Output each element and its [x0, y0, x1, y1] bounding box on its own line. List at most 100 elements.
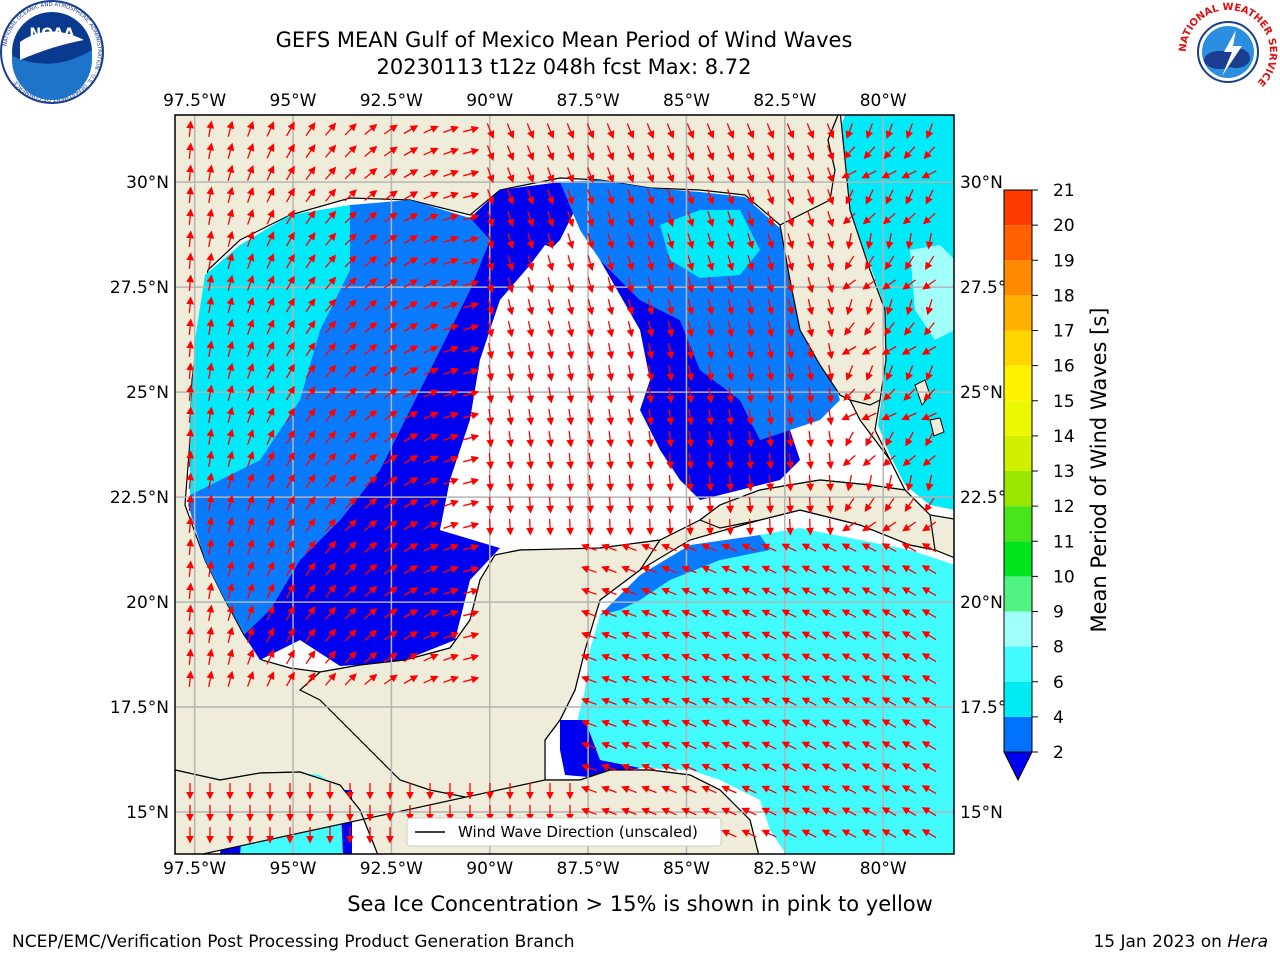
- wave-arrow-94: [546, 167, 555, 184]
- wave-arrow-316: [423, 301, 439, 310]
- wave-arrow-691: [325, 518, 337, 532]
- wave-arrow-627: [566, 474, 575, 492]
- wave-arrow-132: [546, 189, 555, 206]
- wave-arrow-80: [266, 165, 275, 181]
- wave-arrow-594: [666, 452, 675, 470]
- wave-arrow-789: [206, 582, 215, 600]
- map-gridlines: [175, 115, 954, 854]
- wave-arrow-971: [580, 719, 597, 728]
- wave-arrow-877: [741, 631, 757, 640]
- wave-arrow-454: [905, 365, 914, 381]
- wave-arrow-703: [566, 518, 574, 536]
- wave-arrow-504: [383, 410, 398, 421]
- wave-arrow-951: [901, 675, 917, 685]
- wave-arrow-743: [701, 543, 717, 552]
- wave-arrow-427: [364, 365, 378, 377]
- wave-arrow-887: [186, 648, 195, 666]
- wave-arrow-241: [443, 257, 460, 266]
- wave-arrow-758: [246, 560, 255, 577]
- wave-arrow-714: [786, 518, 794, 536]
- wave-arrow-1096: [841, 807, 857, 816]
- wave-arrow-770: [580, 565, 597, 574]
- wave-arrow-1000: [801, 741, 817, 750]
- wave-arrow-185: [842, 212, 856, 225]
- wave-arrow-180: [746, 211, 755, 228]
- wave-arrow-214: [666, 233, 675, 250]
- wave-arrow-230: [226, 252, 235, 269]
- wave-arrow-762: [325, 562, 337, 576]
- wave-arrow-560: [746, 430, 755, 448]
- wave-arrow-676: [786, 496, 795, 514]
- wave-arrow-851: [881, 609, 897, 618]
- wave-arrow-343: [206, 318, 215, 336]
- wave-arrow-629: [606, 474, 615, 492]
- wave-arrow-530: [901, 412, 917, 421]
- wave-arrow-270: [266, 275, 275, 291]
- wave-arrow-200: [383, 234, 398, 245]
- wave-arrow-757: [226, 560, 235, 577]
- wave-arrow-531: [921, 412, 937, 421]
- wave-arrow-386: [305, 342, 316, 357]
- wave-arrow-734: [423, 543, 439, 552]
- wave-arrow-135: [606, 189, 615, 206]
- wave-arrow-833: [423, 609, 439, 618]
- wave-arrow-143: [766, 189, 775, 206]
- wave-arrow-708: [666, 518, 674, 536]
- sea-ice-note: Sea Ice Concentration > 15% is shown in …: [347, 892, 933, 916]
- wave-arrow-836: [580, 609, 597, 618]
- wave-arrow-541: [364, 431, 378, 443]
- wave-arrow-559: [726, 430, 735, 448]
- wave-arrow-224: [865, 232, 874, 250]
- wave-arrow-139: [686, 189, 695, 206]
- wave-arrow-999: [781, 741, 797, 750]
- wave-arrow-1136: [881, 829, 897, 838]
- wave-arrow-852: [901, 609, 917, 619]
- wave-arrow-913: [801, 653, 817, 662]
- colorbar-tick-label-0: 2: [1053, 743, 1064, 763]
- wave-arrow-228: [186, 252, 195, 270]
- wave-arrow-85: [364, 167, 378, 179]
- wave-arrow-908: [701, 653, 717, 662]
- wave-arrow-291: [686, 277, 695, 294]
- wave-arrow-900: [443, 653, 460, 662]
- noaa-logo: NATIONAL OCEANIC AND ATMOSPHERIC ADMINIS…: [0, 0, 104, 104]
- colorbar-label: Mean Period of Wind Waves [s]: [1087, 308, 1111, 633]
- wave-arrow-935: [580, 675, 597, 684]
- wave-arrow-519: [686, 408, 695, 426]
- wave-arrow-657: [403, 499, 419, 509]
- lon-tick-top-1: 95°W: [270, 91, 317, 111]
- wave-arrow-493: [923, 388, 936, 401]
- wave-arrow-280: [463, 279, 480, 288]
- wave-arrow-745: [741, 543, 757, 552]
- wave-arrow-1135: [861, 829, 877, 838]
- wave-arrow-464: [344, 387, 357, 400]
- wave-arrow-402: [626, 343, 635, 360]
- wave-arrow-522: [746, 408, 755, 426]
- wave-arrow-751: [861, 543, 877, 552]
- wave-arrow-754: [921, 543, 937, 553]
- wave-arrow-1095: [821, 807, 837, 816]
- wave-arrow-603: [842, 455, 856, 467]
- wave-arrow-864: [383, 630, 398, 641]
- band-6-8-atlantic: [836, 115, 954, 510]
- wave-arrow-540: [344, 431, 357, 444]
- wave-arrow-537: [285, 429, 295, 445]
- wave-arrow-1007: [580, 763, 597, 772]
- wave-arrow-74: [903, 146, 916, 160]
- wave-arrow-878: [761, 631, 777, 640]
- wave-arrow-471: [486, 386, 495, 404]
- wave-arrow-626: [546, 474, 555, 492]
- wave-arrow-915: [841, 653, 857, 662]
- wave-arrow-952: [921, 675, 937, 685]
- wave-arrow-641: [845, 475, 854, 492]
- wave-arrow-191: [206, 230, 215, 248]
- wave-arrow-371: [766, 321, 775, 338]
- wave-arrow-867: [443, 631, 460, 640]
- wave-arrow-993: [661, 741, 677, 750]
- wave-arrow-56: [546, 145, 555, 161]
- wave-arrow-178: [706, 211, 715, 228]
- wave-arrow-561: [766, 430, 775, 448]
- wave-arrow-263: [884, 255, 895, 271]
- wave-arrow-693: [364, 519, 378, 531]
